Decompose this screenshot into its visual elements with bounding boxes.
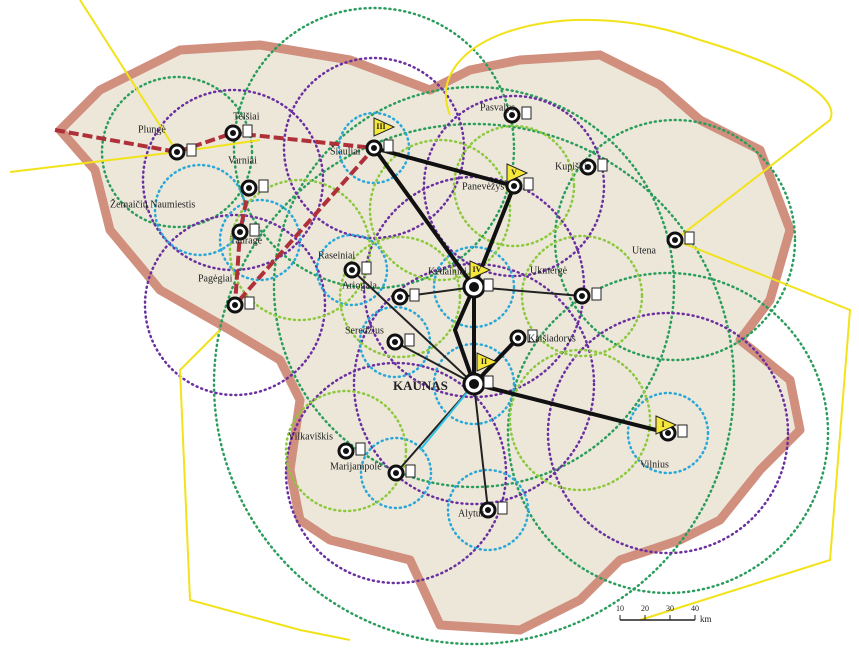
city-label: Ukmergė <box>530 265 568 276</box>
marker-label: IV <box>473 265 482 274</box>
marker-label: II <box>481 357 487 366</box>
city-core <box>397 294 403 300</box>
facility-icon <box>406 465 415 477</box>
facility-icon <box>259 180 268 192</box>
facility-icon <box>484 376 493 388</box>
city-label: Žemaičių Naumiestis <box>110 198 195 210</box>
facility-icon <box>362 262 371 274</box>
city-core <box>349 267 355 273</box>
city-label: Šiauliai <box>330 145 361 157</box>
city-core <box>343 448 349 454</box>
city-label: Marijampolė <box>330 461 382 472</box>
city-core <box>230 130 236 136</box>
facility-icon <box>187 144 196 156</box>
city-core <box>469 379 479 389</box>
city-label: Kupiškis <box>555 161 591 172</box>
city-label: Vilnius <box>640 459 669 470</box>
city-label: Ariogala <box>342 280 378 291</box>
facility-icon <box>250 224 259 236</box>
city-label: Kaišiadorys <box>528 333 576 344</box>
marker-label: III <box>376 122 385 131</box>
scale-label: 30 <box>666 604 674 613</box>
city-core <box>393 470 399 476</box>
scale-label: 40 <box>691 604 699 613</box>
facility-icon <box>384 140 393 152</box>
facility-icon <box>522 107 531 119</box>
city-label: Plungė <box>138 124 166 135</box>
city-label: Telšiai <box>233 111 260 122</box>
city-label: Panevėžys <box>462 181 504 192</box>
city-label: Pagėgiai <box>198 273 233 284</box>
city-core <box>665 430 671 436</box>
city-core <box>672 237 678 243</box>
facility-icon <box>498 502 507 514</box>
city-core <box>511 183 517 189</box>
map: IIIVIVIII PlungėTelšiaiŠiauliaiPasvalysK… <box>0 0 859 650</box>
facility-icon <box>484 279 493 291</box>
facility-icon <box>245 297 254 309</box>
marker-label: V <box>511 168 517 177</box>
facility-icon <box>356 443 365 455</box>
city-label: Vilkaviškis <box>288 431 333 442</box>
city-label: KAUNAS <box>393 378 448 393</box>
city-label: Utena <box>632 245 656 256</box>
city-label: Alytus <box>458 508 485 519</box>
facility-icon <box>598 159 607 171</box>
city-core <box>174 149 180 155</box>
facility-icon <box>410 289 419 301</box>
city-core <box>232 302 238 308</box>
facility-icon <box>405 334 414 346</box>
scale-unit: km <box>700 614 712 624</box>
city-core <box>469 282 479 292</box>
facility-icon <box>685 232 694 244</box>
city-label: Raseiniai <box>318 250 355 261</box>
scale-label: 20 <box>641 604 649 613</box>
facility-icon <box>592 288 601 300</box>
city-core <box>371 145 377 151</box>
city-label: Kėdainiai <box>428 266 467 277</box>
city-core <box>485 507 491 513</box>
city-core <box>515 335 521 341</box>
city-label: Tauragė <box>230 235 263 246</box>
city-core <box>579 293 585 299</box>
facility-icon <box>678 425 687 437</box>
city-core <box>246 185 252 191</box>
city-label: Seredžius <box>345 325 384 336</box>
marker-label: I <box>661 420 664 429</box>
city-label: Varniai <box>228 155 257 166</box>
city-core <box>237 229 243 235</box>
city-label: Pasvalys <box>480 102 515 113</box>
facility-icon <box>524 178 533 190</box>
facility-icon <box>243 125 252 137</box>
city-core <box>392 339 398 345</box>
scale-label: 10 <box>616 604 624 613</box>
